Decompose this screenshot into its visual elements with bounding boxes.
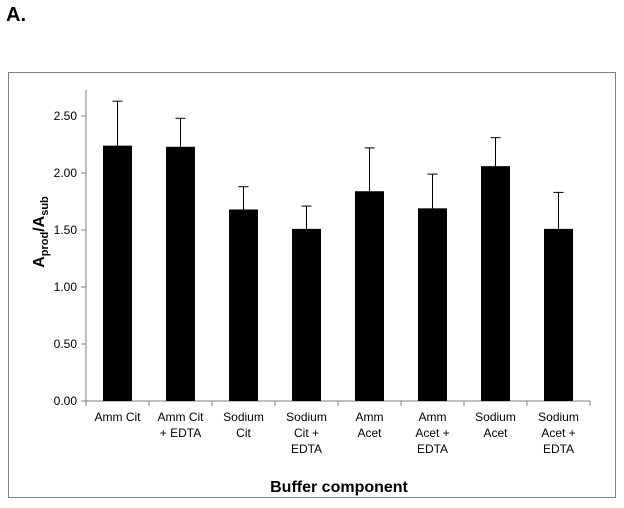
bar [103,145,132,401]
bars [103,145,573,401]
bar [418,208,447,401]
y-axis-title-sub2: sub [39,196,51,216]
y-tick-label: 1.00 [54,280,78,294]
error-bars [112,100,564,229]
y-tick-label: 2.50 [54,109,78,123]
x-tick-label: Amm Acet + EDTA [415,410,449,456]
bar [481,166,510,401]
x-tick-label: Sodium Cit [223,410,264,440]
y-axis-title: Aprod/Asub [31,196,51,268]
bar [166,146,195,401]
x-tick-label: Sodium Cit + EDTA [286,410,327,456]
x-tick-label: Amm Acet [356,410,384,440]
y-axis: 0.00 0.50 1.00 1.50 2.00 2.50 [54,90,87,408]
y-tick-label: 2.00 [54,166,78,180]
bar [229,209,258,401]
y-tick-label: 1.50 [54,223,78,237]
x-tick-label: Amm Cit [95,410,142,424]
y-axis-title-slash: /A [31,215,48,231]
y-axis-title-sub1: prod [39,232,51,256]
x-tick-label: Sodium Acet + EDTA [538,410,579,456]
bar [292,228,321,401]
y-tick-label: 0.50 [54,337,78,351]
panel-label: A. [6,4,26,26]
y-axis-title-main: A [31,256,48,268]
x-tick-label: Amm Cit + EDTA [158,410,205,440]
x-axis: Amm Cit Amm Cit + EDTA Sodium Cit Sodium Cit +… [85,400,591,456]
bar [355,191,384,401]
chart-frame [8,72,616,498]
bar [544,228,573,401]
y-tick-label: 0.00 [54,394,78,408]
x-tick-label: Sodium Acet [475,410,516,440]
x-axis-title: Buffer component [270,479,408,496]
